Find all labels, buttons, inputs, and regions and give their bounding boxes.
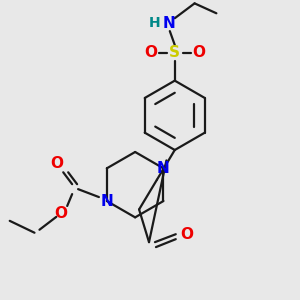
Text: N: N xyxy=(100,194,113,208)
Text: O: O xyxy=(192,45,205,60)
Text: N: N xyxy=(162,16,175,31)
Text: O: O xyxy=(180,227,193,242)
Text: H: H xyxy=(149,16,161,30)
Text: S: S xyxy=(169,45,180,60)
Text: O: O xyxy=(54,206,67,221)
Text: O: O xyxy=(50,156,63,171)
Text: N: N xyxy=(157,161,170,176)
Text: O: O xyxy=(145,45,158,60)
